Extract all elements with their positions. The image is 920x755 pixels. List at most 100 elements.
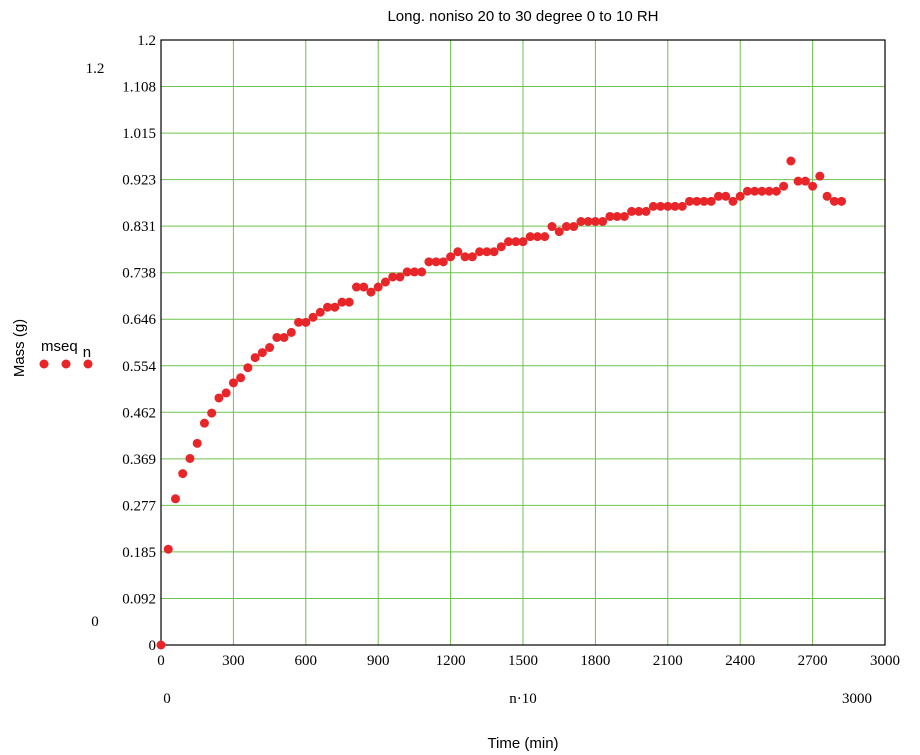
data-point [829,196,839,206]
x-expression-label: n·10 [509,691,537,707]
data-point [648,201,658,211]
data-point [569,222,579,232]
data-point [742,186,752,196]
data-point [163,544,173,554]
data-point [540,232,550,242]
data-point [547,222,557,232]
data-point [692,196,702,206]
data-point [308,312,318,322]
data-point [482,247,492,257]
data-point [663,201,673,211]
data-point [750,186,760,196]
data-point [228,378,238,388]
data-point [337,297,347,307]
data-point [518,237,528,247]
data-point [417,267,427,277]
data-point [641,206,651,216]
y-tick-label: 0.831 [122,219,156,235]
data-point [286,327,296,337]
data-point [590,217,600,226]
y-tick-label: 0.185 [122,545,156,561]
data-point [301,317,311,327]
data-point [685,196,695,206]
legend-series-base: mseq [41,338,78,355]
data-point [373,282,383,292]
data-point [504,237,514,247]
data-point [605,211,615,221]
y-tick-label: 0.092 [122,591,156,607]
data-point [351,282,361,292]
data-point [837,196,847,206]
data-point [402,267,412,277]
y-tick-label: 0.646 [122,312,156,328]
x-range-min-label: 0 [163,691,171,707]
data-point [598,217,608,226]
x-axis-label: Time (min) [487,735,558,752]
y-tick-label: 0.923 [122,173,156,189]
legend-marker [39,359,49,369]
x-tick-label: 600 [295,653,318,669]
data-point [446,252,456,262]
data-point [713,191,723,201]
legend-marker [83,359,93,369]
data-point [170,494,180,504]
data-point [627,206,637,216]
x-range-max-label: 3000 [842,691,872,707]
x-tick-label: 2700 [798,653,828,669]
x-tick-label: 1500 [508,653,538,669]
y-range-min-label: 0 [91,614,99,630]
y-tick-label: 0.554 [122,359,156,375]
data-point [388,272,398,282]
data-point [779,181,789,191]
data-point [207,408,217,418]
data-point [214,393,224,403]
data-point [634,206,644,216]
data-point [192,438,202,448]
y-tick-label: 1.108 [122,80,156,96]
data-point [786,156,796,166]
x-tick-label: 300 [222,653,245,669]
y-axis-label: Mass (g) [11,319,28,377]
x-tick-label: 2100 [653,653,683,669]
x-tick-label: 2400 [725,653,755,669]
data-point [561,222,571,232]
data-point [366,287,376,297]
data-point [409,267,419,277]
y-tick-label: 0.738 [122,266,156,282]
data-point [764,186,774,196]
data-point [699,196,709,206]
data-point [656,201,666,211]
data-point [728,196,738,206]
legend-series-subscript: n [83,344,91,361]
data-point [221,388,231,398]
data-point [294,317,304,327]
chart-title: Long. noniso 20 to 30 degree 0 to 10 RH [387,8,658,25]
y-tick-label: 0.277 [122,498,156,514]
x-axis-ticks: 0 300 600 900 1200 1500 1800 2100 2400 2700 3000 [157,653,900,669]
data-point [453,247,463,257]
data-point [279,332,289,342]
data-point [323,302,333,312]
data-point [359,282,369,292]
data-point [315,307,325,317]
y-tick-label: 0.369 [122,452,156,468]
grid [161,40,885,645]
data-point [532,232,542,242]
data-point [525,232,535,242]
legend: mseq n [39,338,93,369]
data-point [424,257,434,267]
data-point [757,186,767,196]
data-points [156,156,847,650]
data-point [735,191,745,201]
data-point [438,257,448,267]
data-point [475,247,485,257]
data-point [822,191,832,201]
data-point [677,201,687,211]
data-point [800,176,810,186]
data-point [670,201,680,211]
data-point [265,343,275,353]
legend-marker [61,359,71,369]
data-point [330,302,340,312]
data-point [771,186,781,196]
